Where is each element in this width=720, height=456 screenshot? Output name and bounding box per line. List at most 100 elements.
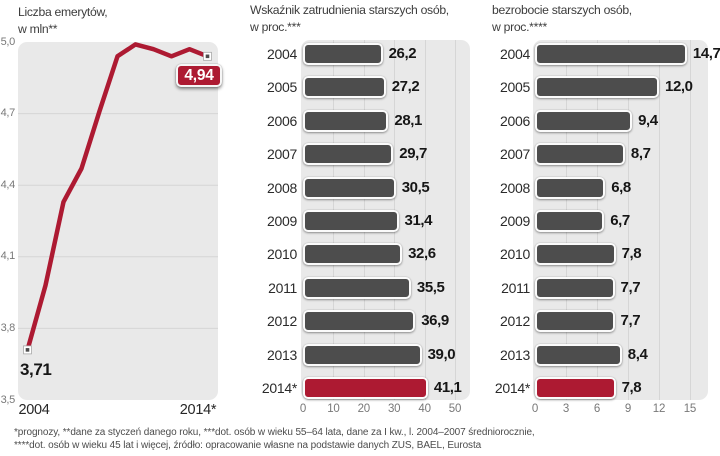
bar (535, 76, 659, 99)
grid-line-vertical (628, 40, 629, 400)
data-point-marker-dot (25, 348, 30, 352)
panel-employment-bar-chart: Wskaźnik zatrudnienia starszych osób, w … (240, 0, 478, 425)
bar-value-label: 8,7 (630, 145, 651, 163)
panel-unemployment-bar-chart: bezrobocie starszych osób, w proc.**** 2… (480, 0, 720, 425)
trend-line (25, 42, 210, 353)
year-label: 2006 (267, 112, 297, 129)
x-tick-label: 6 (593, 403, 601, 415)
bar-value-label: 7,8 (621, 379, 642, 396)
y-tick-label: 4,4 (0, 178, 16, 191)
bar-value-label: 26,2 (388, 45, 417, 62)
bar (303, 76, 386, 99)
x-tick-label: 20 (357, 403, 371, 415)
year-label: 2013 (267, 346, 297, 363)
year-label: 2007 (267, 146, 297, 163)
x-tick-label: 30 (387, 403, 401, 415)
bar-value-label: 29,7 (399, 145, 427, 163)
chart-title-line1: Wskaźnik zatrudnienia starszych osób, (250, 3, 449, 17)
year-label: 2006 (500, 112, 530, 129)
x-tick-label: 12 (652, 403, 666, 415)
chart-title-line1: bezrobocie starszych osób, (492, 3, 632, 17)
bar-value-label: 31,4 (404, 212, 433, 229)
year-label: 2004 (267, 46, 297, 62)
y-tick-label: 3,8 (0, 321, 16, 334)
bar (303, 109, 389, 132)
y-tick-label: 5,0 (0, 35, 16, 48)
bar-value-label: 14,7 (692, 45, 720, 62)
x-tick-label: 3 (562, 403, 570, 415)
bar (303, 343, 422, 366)
grid-line-vertical (689, 40, 691, 400)
year-label: 2011 (501, 279, 530, 296)
end-value-badge: 4,94 (176, 64, 222, 87)
bar (535, 310, 615, 333)
x-tick-label: 9 (624, 403, 632, 415)
chart-title-line2: w proc.*** (250, 19, 301, 34)
bar-value-label: 8,4 (627, 345, 648, 363)
x-axis-year-label: 2014* (179, 402, 217, 418)
bar (303, 310, 416, 333)
year-label: 2014* (261, 380, 297, 396)
bar-value-label: 7,7 (620, 312, 641, 330)
bar-value-label: 7,7 (620, 278, 641, 296)
chart-title-line1: Liczba emerytów, (18, 5, 108, 19)
bar (303, 210, 399, 232)
data-point-marker-dot (205, 54, 210, 59)
year-label: 2010 (267, 246, 297, 263)
bar (535, 109, 633, 132)
year-label: 2004 (500, 46, 530, 62)
bar (535, 276, 615, 299)
x-tick-label: 15 (683, 403, 697, 415)
footnote: *prognozy, **dane za styczeń danego roku… (14, 427, 714, 453)
bar-value-label: 32,6 (408, 245, 436, 263)
bar-value-label: 28,1 (394, 111, 422, 129)
grid-line-vertical (659, 40, 660, 400)
bar-value-label: 27,2 (391, 78, 420, 96)
bar-value-label: 30,5 (401, 178, 430, 196)
year-label: 2012 (267, 313, 297, 330)
bar (535, 343, 622, 366)
x-tick-label: 0 (299, 403, 307, 415)
bar (535, 176, 606, 199)
year-label: 2009 (500, 213, 530, 229)
bar-value-label: 35,5 (416, 278, 445, 296)
x-tick-label: 50 (448, 403, 462, 415)
bar (303, 276, 411, 299)
footnote-line-2: ****dot. osób w wieku 45 lat i więcej, ź… (14, 439, 482, 451)
bar (535, 143, 625, 166)
footnote-line-1: *prognozy, **dane za styczeń danego roku… (14, 427, 535, 438)
bar-value-label: 6,8 (611, 178, 631, 196)
start-value-label: 3,71 (20, 360, 52, 379)
year-label: 2013 (500, 346, 530, 363)
year-label: 2007 (500, 146, 530, 163)
year-label: 2008 (500, 179, 530, 196)
bar (303, 43, 383, 65)
year-label: 2010 (500, 246, 530, 263)
bar (303, 143, 394, 166)
chart-title-line2: w proc.**** (492, 19, 547, 34)
y-tick-label: 3,5 (0, 393, 16, 406)
panel-pensioners-line-chart: Liczba emerytów, w mln** 5,0 4,7 4,4 4,1 3,8… (0, 0, 236, 425)
bar-value-label: 7,8 (621, 245, 642, 263)
year-label: 2011 (268, 279, 297, 296)
chart-title-pensioners: Liczba emerytów, w mln** (18, 4, 108, 37)
chart-title-unemployment: bezrobocie starszych osób, w proc.**** (492, 2, 632, 35)
y-tick-label: 4,1 (0, 250, 16, 263)
year-label: 2008 (267, 179, 297, 196)
bar (535, 210, 605, 232)
chart-title-line2: w mln** (18, 21, 58, 36)
bar (303, 377, 428, 399)
bar-value-label: 41,1 (433, 379, 462, 396)
year-label: 2005 (267, 79, 297, 96)
bar-value-label: 12,0 (665, 78, 693, 96)
bar (303, 243, 403, 266)
line-chart-svg (18, 42, 218, 400)
grid-line-vertical (424, 40, 426, 400)
x-tick-label: 10 (327, 403, 340, 415)
year-label: 2005 (500, 79, 530, 96)
y-tick-label: 4,7 (0, 107, 16, 120)
year-label: 2014* (494, 380, 530, 396)
bar-value-label: 6,7 (610, 212, 630, 229)
chart-title-employment: Wskaźnik zatrudnienia starszych osób, w … (250, 2, 449, 35)
bar (535, 43, 687, 65)
